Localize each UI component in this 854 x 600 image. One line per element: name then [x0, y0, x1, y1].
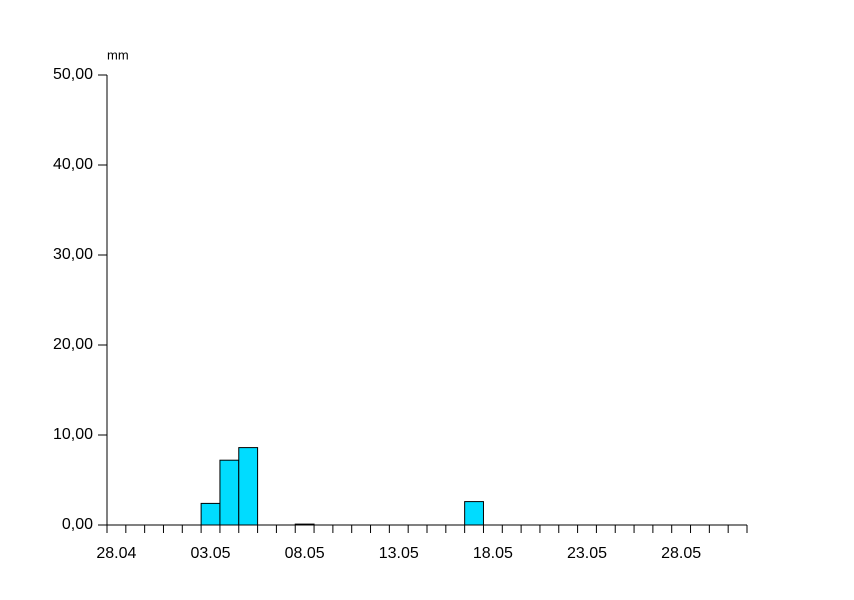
x-tick-label: 08.05 — [285, 545, 325, 562]
x-tick-label: 13.05 — [379, 545, 419, 562]
y-unit-label: mm — [107, 47, 129, 62]
bar — [200, 502, 221, 526]
bar — [238, 447, 259, 526]
x-tick-label: 28.04 — [96, 545, 136, 562]
y-tick-label: 30,00 — [53, 246, 93, 263]
x-tick-label: 03.05 — [191, 545, 231, 562]
y-tick-label: 40,00 — [53, 156, 93, 173]
y-tick-label: 50,00 — [53, 66, 93, 83]
x-tick-label: 18.05 — [473, 545, 513, 562]
x-tick-label: 23.05 — [567, 545, 607, 562]
bar — [294, 523, 315, 526]
bar — [464, 501, 484, 526]
y-tick-label: 20,00 — [53, 336, 93, 353]
y-tick-label: 0,00 — [62, 516, 93, 533]
bar — [219, 459, 240, 526]
y-tick-label: 10,00 — [53, 426, 93, 443]
x-tick-label: 28.05 — [661, 545, 701, 562]
